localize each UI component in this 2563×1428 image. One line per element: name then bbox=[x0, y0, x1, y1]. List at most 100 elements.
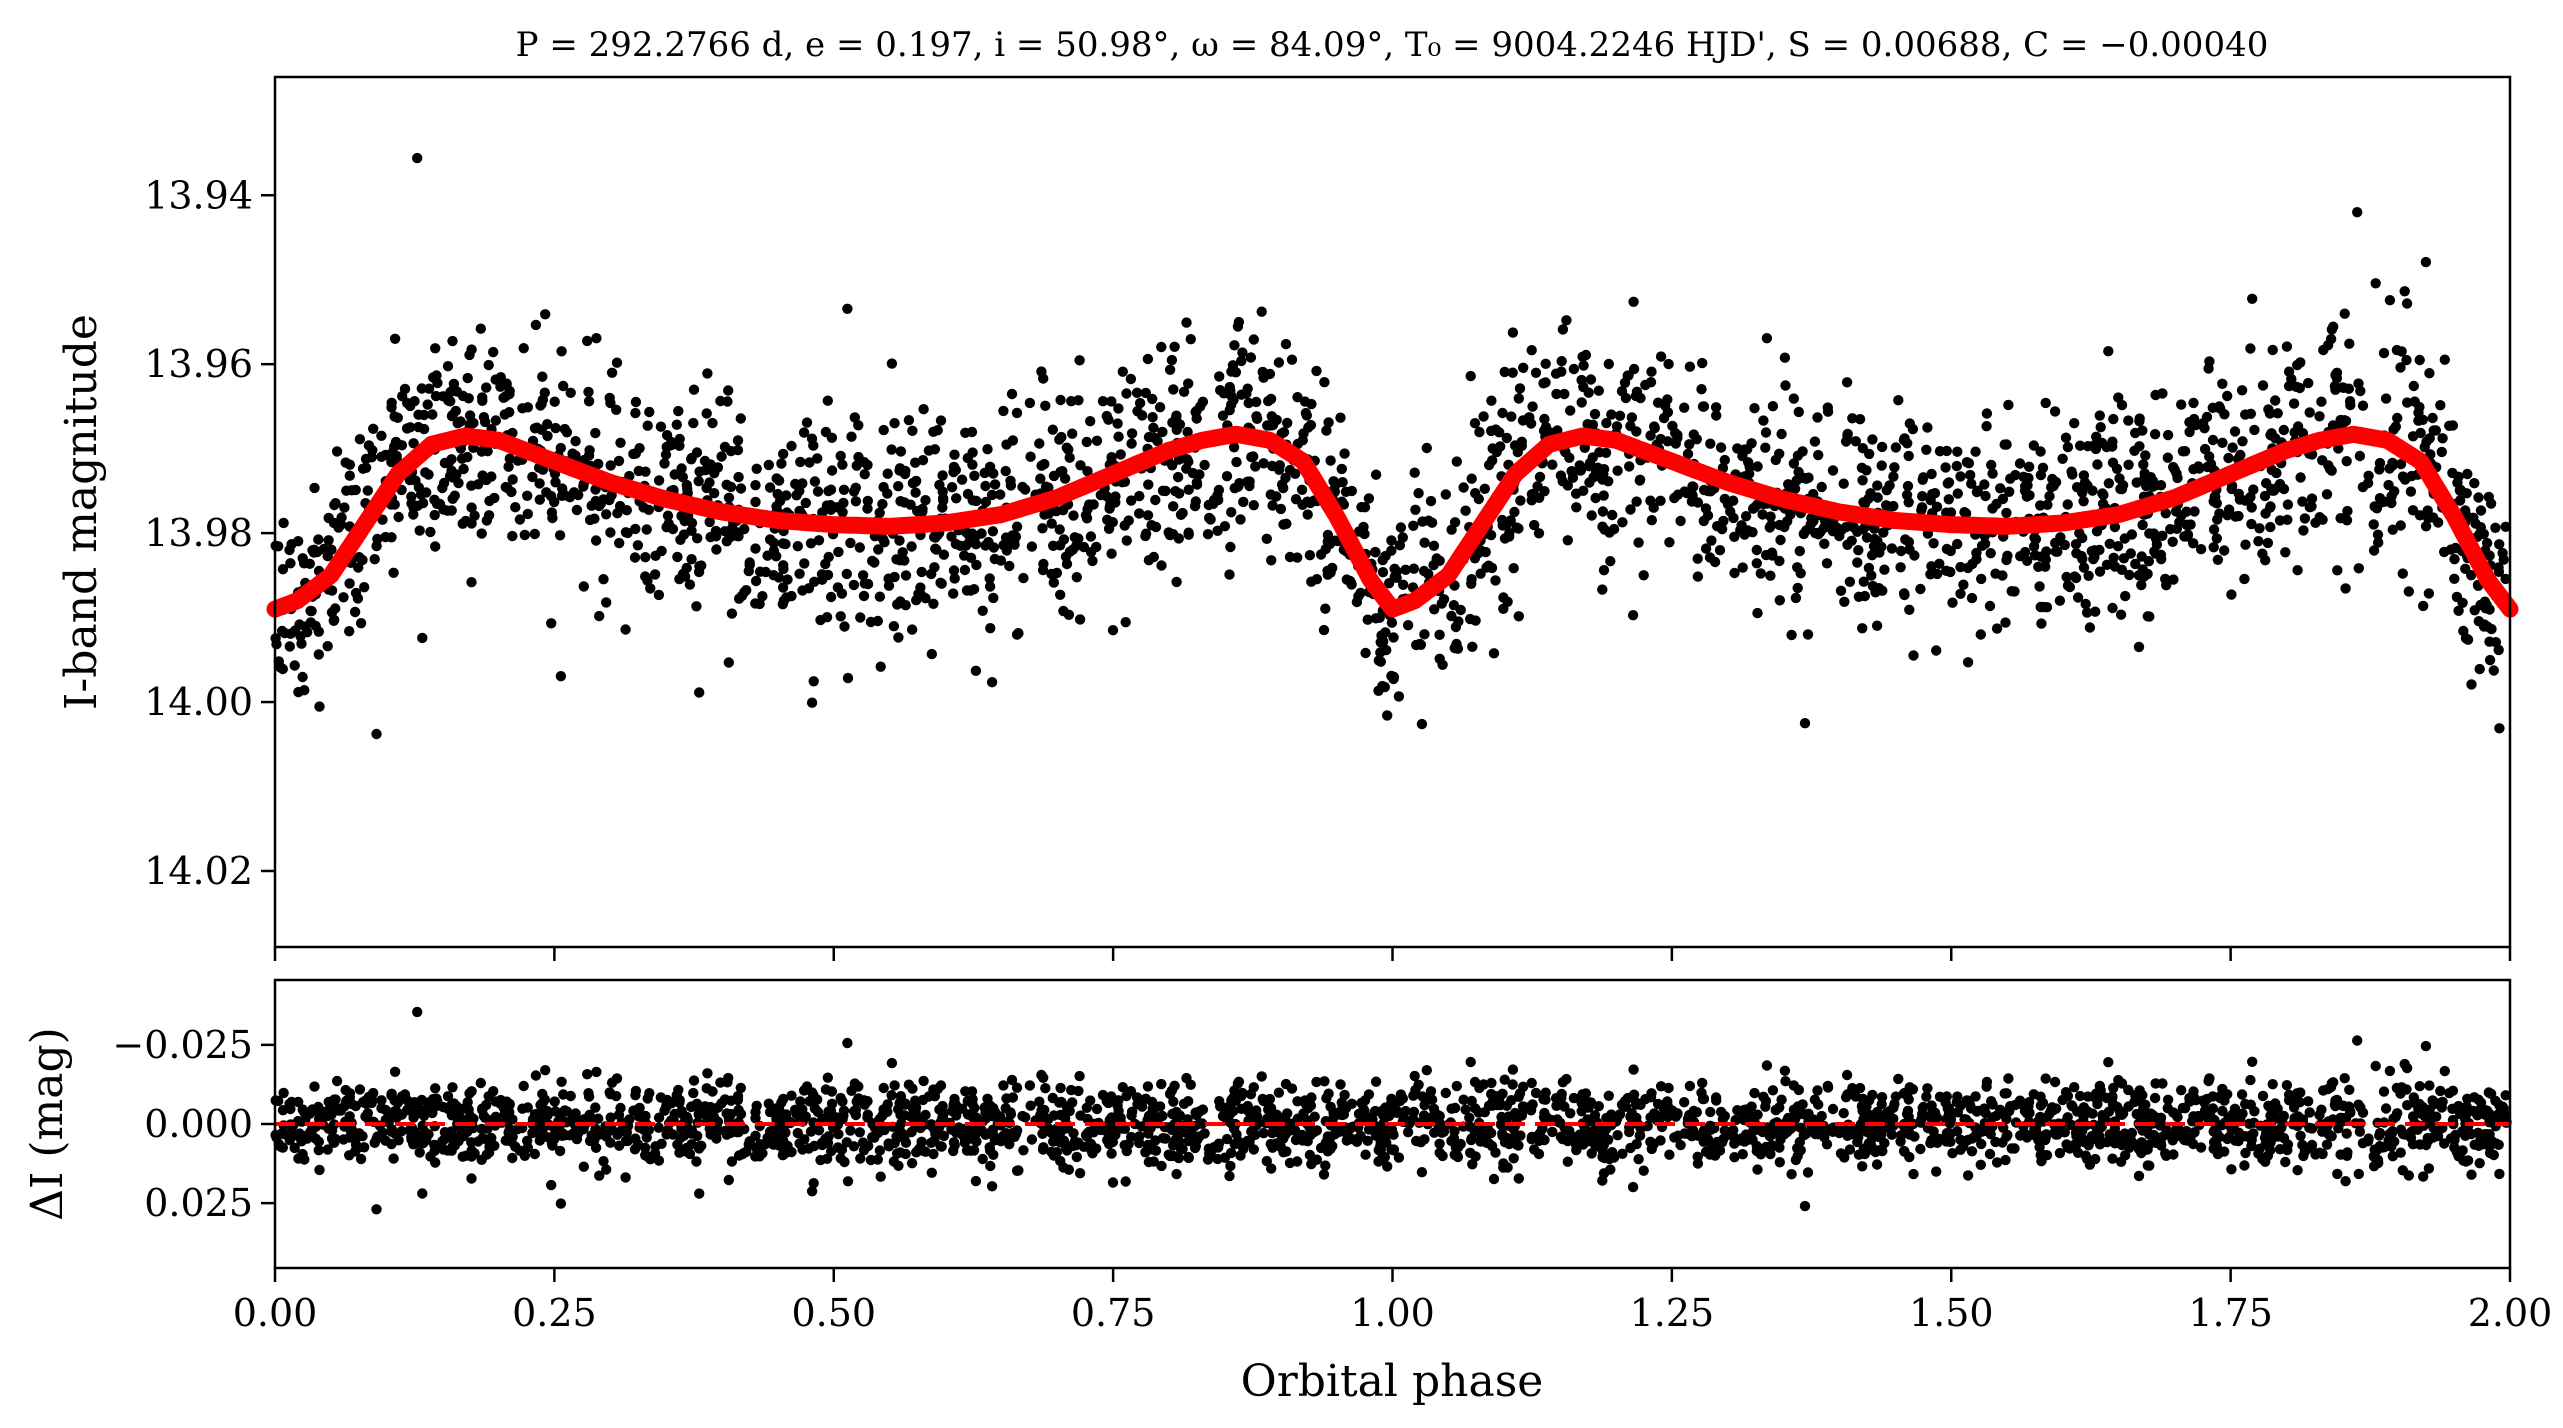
data-point bbox=[408, 438, 419, 449]
data-point bbox=[855, 612, 866, 623]
data-point bbox=[2335, 513, 2346, 524]
data-point bbox=[1305, 419, 1317, 431]
data-point bbox=[614, 537, 625, 549]
data-point bbox=[458, 463, 469, 475]
data-point bbox=[1904, 604, 1915, 615]
data-point bbox=[549, 396, 560, 407]
data-point bbox=[2130, 558, 2141, 570]
data-point bbox=[1318, 624, 1330, 636]
residual-point bbox=[694, 1188, 705, 1199]
residual-point bbox=[1617, 1148, 1628, 1160]
data-point bbox=[1487, 455, 1498, 466]
data-point bbox=[466, 502, 477, 513]
residual-point bbox=[549, 1096, 560, 1107]
data-point bbox=[1160, 485, 1171, 497]
data-point bbox=[571, 504, 583, 516]
residual-point bbox=[2420, 1040, 2432, 1052]
data-point bbox=[442, 505, 453, 516]
data-point bbox=[1481, 562, 1492, 573]
data-point bbox=[2478, 621, 2490, 632]
data-point bbox=[1607, 509, 1618, 521]
residual-point bbox=[1402, 1127, 1414, 1138]
data-point bbox=[2199, 423, 2210, 434]
data-point bbox=[420, 467, 431, 478]
data-point bbox=[1183, 484, 1194, 495]
data-point bbox=[1194, 469, 1205, 480]
data-point bbox=[1224, 569, 1235, 580]
data-point bbox=[845, 537, 856, 549]
residual-point bbox=[2014, 1095, 2026, 1106]
data-point bbox=[986, 677, 998, 688]
data-point bbox=[926, 648, 937, 660]
data-point bbox=[1971, 547, 1982, 559]
data-point bbox=[355, 618, 367, 629]
data-point bbox=[899, 555, 910, 566]
residual-point bbox=[1717, 1114, 1729, 1125]
data-point bbox=[2449, 554, 2460, 565]
residual-point bbox=[2230, 1135, 2241, 1146]
residual-point bbox=[1752, 1109, 1763, 1120]
residual-point bbox=[460, 1150, 471, 1162]
data-point bbox=[1931, 645, 1942, 656]
data-point bbox=[314, 701, 325, 712]
data-point bbox=[2306, 493, 2318, 504]
data-point bbox=[1858, 576, 1870, 587]
data-point bbox=[460, 515, 471, 527]
residual-point bbox=[786, 1090, 797, 1101]
data-point bbox=[2069, 418, 2080, 429]
data-point bbox=[1107, 625, 1119, 636]
data-point bbox=[2419, 442, 2430, 453]
data-point bbox=[1952, 538, 1963, 550]
data-point bbox=[778, 560, 789, 571]
data-point bbox=[2399, 286, 2410, 297]
residual-point bbox=[1478, 1079, 1489, 1090]
data-point bbox=[1779, 521, 1790, 533]
residual-point bbox=[1024, 1080, 1036, 1091]
data-point bbox=[768, 537, 779, 549]
data-point bbox=[1774, 595, 1786, 606]
data-point bbox=[621, 505, 632, 516]
data-point bbox=[2475, 505, 2487, 516]
data-point bbox=[1154, 402, 1166, 413]
data-point bbox=[877, 498, 888, 510]
residual-point bbox=[1242, 1100, 1253, 1112]
data-point bbox=[583, 386, 594, 398]
residual-point bbox=[1725, 1129, 1736, 1140]
residual-point bbox=[2266, 1123, 2277, 1135]
residual-point bbox=[2473, 1094, 2484, 1105]
data-point bbox=[1221, 471, 1233, 482]
data-point bbox=[2240, 409, 2251, 420]
residual-point bbox=[1816, 1110, 1827, 1122]
residual-point bbox=[2107, 1153, 2118, 1164]
residual-point bbox=[845, 1125, 856, 1136]
data-point bbox=[285, 558, 296, 569]
residual-point bbox=[546, 1179, 557, 1191]
data-point bbox=[559, 423, 570, 435]
data-point bbox=[1895, 562, 1906, 573]
data-point bbox=[2453, 605, 2464, 616]
data-point bbox=[1760, 442, 1771, 453]
data-point bbox=[984, 581, 996, 592]
data-point bbox=[653, 589, 665, 601]
data-point bbox=[822, 395, 833, 406]
residual-point bbox=[1660, 1098, 1671, 1110]
data-point bbox=[889, 418, 900, 429]
data-point bbox=[693, 476, 704, 487]
residual-point bbox=[314, 1164, 325, 1176]
data-point bbox=[2295, 472, 2306, 483]
data-point bbox=[1620, 392, 1632, 404]
data-point bbox=[2136, 579, 2147, 591]
data-point bbox=[578, 581, 589, 592]
residual-point bbox=[1508, 1153, 1519, 1164]
data-point bbox=[1700, 503, 1712, 514]
residual-point bbox=[2219, 1146, 2230, 1157]
residual-point bbox=[1513, 1173, 1525, 1184]
data-point bbox=[1376, 630, 1387, 641]
data-point bbox=[1692, 497, 1704, 508]
data-point bbox=[1986, 459, 1997, 471]
data-point bbox=[1475, 545, 1487, 556]
residual-point bbox=[1584, 1129, 1595, 1141]
data-point bbox=[1306, 576, 1317, 587]
data-point bbox=[1171, 576, 1182, 588]
data-point bbox=[590, 535, 602, 546]
